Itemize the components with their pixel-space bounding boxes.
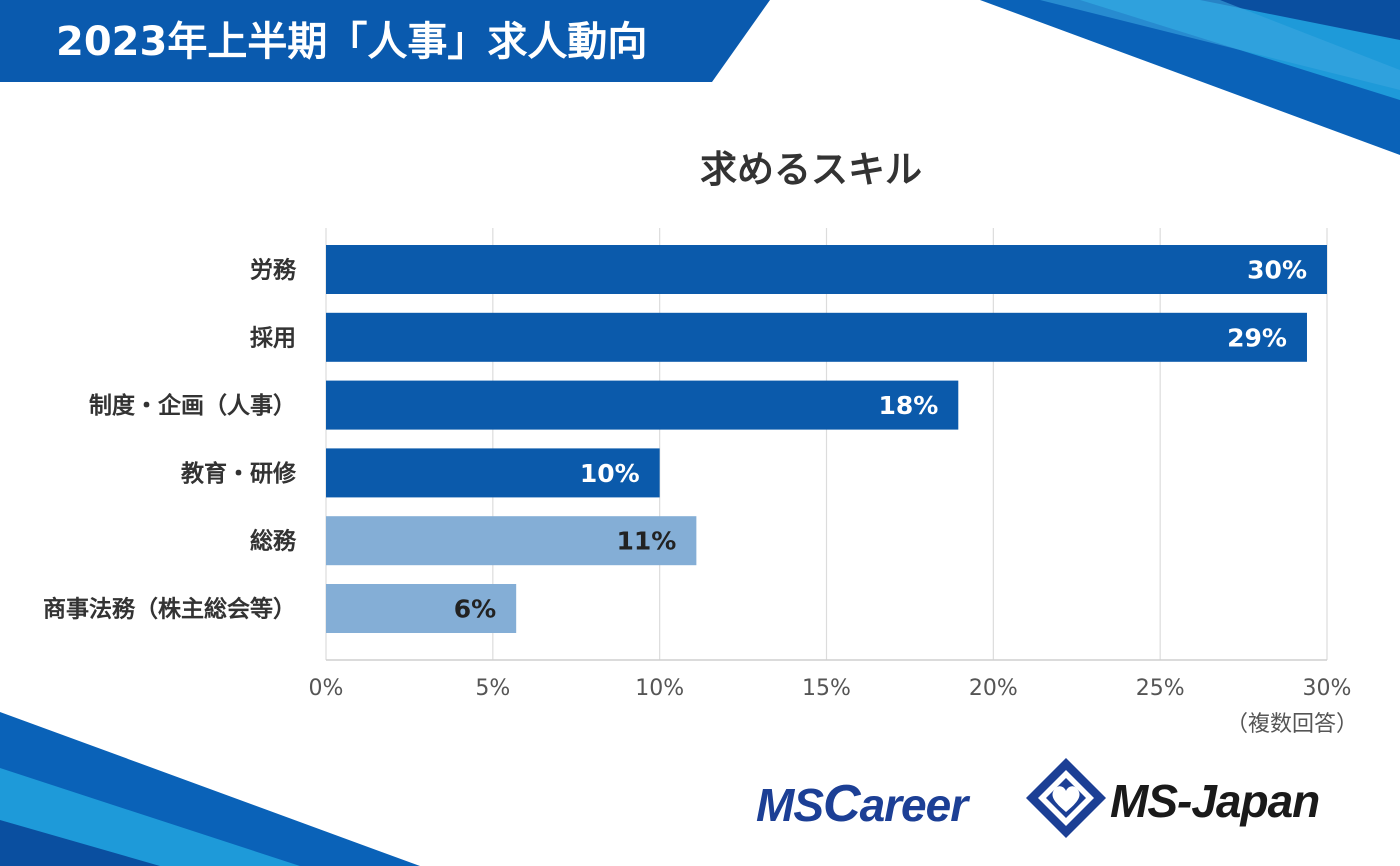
category-label: 商事法務（株主総会等） [43, 596, 296, 623]
x-tick-label: 0% [309, 676, 344, 701]
bar [326, 448, 660, 498]
x-tick-label: 20% [969, 676, 1018, 701]
msjapan-logo: MS-Japan [1110, 775, 1320, 827]
x-tick-label: 10% [635, 676, 684, 701]
bar [326, 380, 959, 430]
axis-note: （複数回答） [1225, 712, 1358, 737]
mscareer-logo-prefix: MS [756, 779, 824, 831]
bar [326, 516, 697, 566]
category-label: 労務 [250, 257, 297, 284]
data-label: 11% [617, 527, 677, 556]
mscareer-logo: MSCareer [756, 774, 969, 834]
header-band [0, 0, 770, 82]
bar [326, 245, 1327, 294]
x-tick-label: 30% [1303, 676, 1352, 701]
mscareer-logo-rest: areer [859, 779, 969, 831]
bar [326, 312, 1307, 362]
data-label: 18% [878, 391, 938, 420]
chart-title: 求めるスキル [700, 148, 922, 191]
logo-area: MSCareer MS-Japan [756, 756, 1356, 842]
category-label: 教育・研修 [181, 460, 297, 487]
x-tick-label: 15% [802, 676, 851, 701]
category-label: 制度・企画（人事） [89, 392, 296, 419]
data-label: 29% [1227, 323, 1287, 352]
ms-japan-diamond-heart-icon [1026, 758, 1106, 838]
data-label: 10% [580, 459, 640, 488]
page-header-title: 2023年上半期「人事」求人動向 [56, 19, 648, 65]
x-tick-label: 5% [475, 676, 510, 701]
data-label: 6% [454, 595, 496, 624]
category-label: 総務 [250, 528, 297, 555]
bar [326, 584, 517, 633]
x-tick-label: 25% [1136, 676, 1185, 701]
data-label: 30% [1247, 256, 1307, 285]
category-label: 採用 [250, 325, 296, 351]
mscareer-logo-initial: C [823, 775, 861, 833]
